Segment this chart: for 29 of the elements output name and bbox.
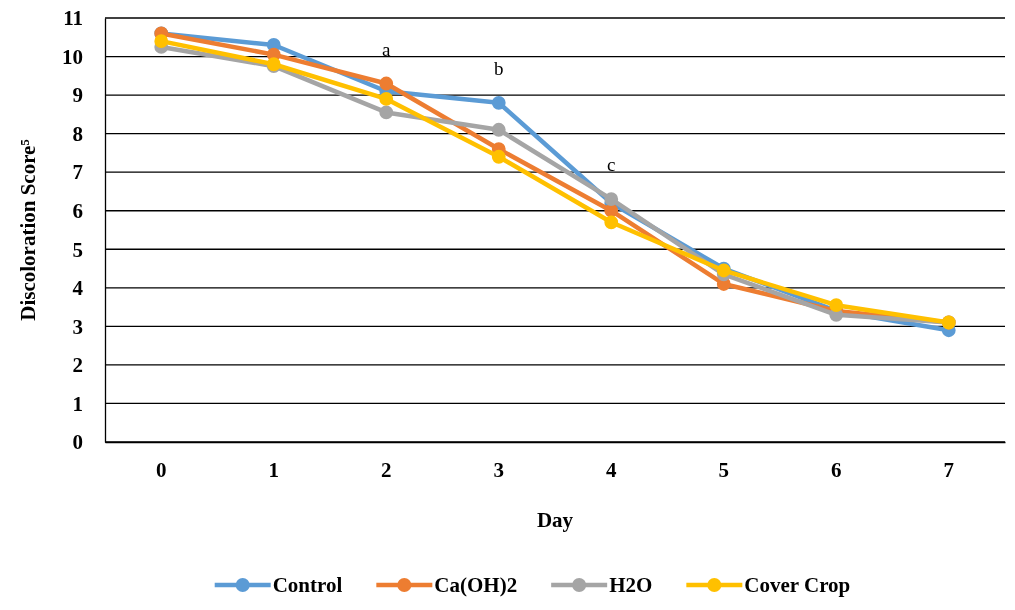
y-tick-label: 8: [72, 121, 83, 146]
x-tick-label: 0: [156, 457, 167, 482]
y-tick-label: 1: [72, 391, 83, 416]
x-tick-label: 7: [943, 457, 954, 482]
y-tick-label: 9: [72, 83, 83, 108]
legend-label: H2O: [609, 573, 653, 597]
legend-label: Ca(OH)2: [434, 573, 518, 597]
x-tick-label: 5: [718, 457, 729, 482]
y-tick-label: 2: [72, 353, 83, 378]
y-tick-label: 6: [72, 198, 83, 223]
annotation: c: [607, 154, 616, 176]
y-axis-title: Discoloration Score⁵: [16, 139, 40, 321]
x-tick-label: 6: [831, 457, 842, 482]
x-tick-label: 1: [268, 457, 279, 482]
y-tick-label: 10: [62, 44, 83, 69]
x-tick-label: 4: [606, 457, 617, 482]
annotation: a: [382, 38, 392, 60]
legend-label: Control: [272, 573, 343, 597]
annotation: b: [494, 57, 504, 79]
y-tick-label: 7: [72, 160, 83, 185]
y-tick-label: 3: [72, 314, 83, 339]
y-tick-label: 0: [72, 430, 83, 455]
y-tick-label: 4: [72, 276, 84, 301]
x-tick-label: 2: [381, 457, 392, 482]
legend-label: Cover Crop: [744, 573, 851, 597]
x-axis-title: Day: [536, 508, 574, 532]
x-tick-label: 3: [493, 457, 504, 482]
y-tick-label: 11: [63, 6, 83, 31]
y-tick-label: 5: [72, 237, 83, 262]
